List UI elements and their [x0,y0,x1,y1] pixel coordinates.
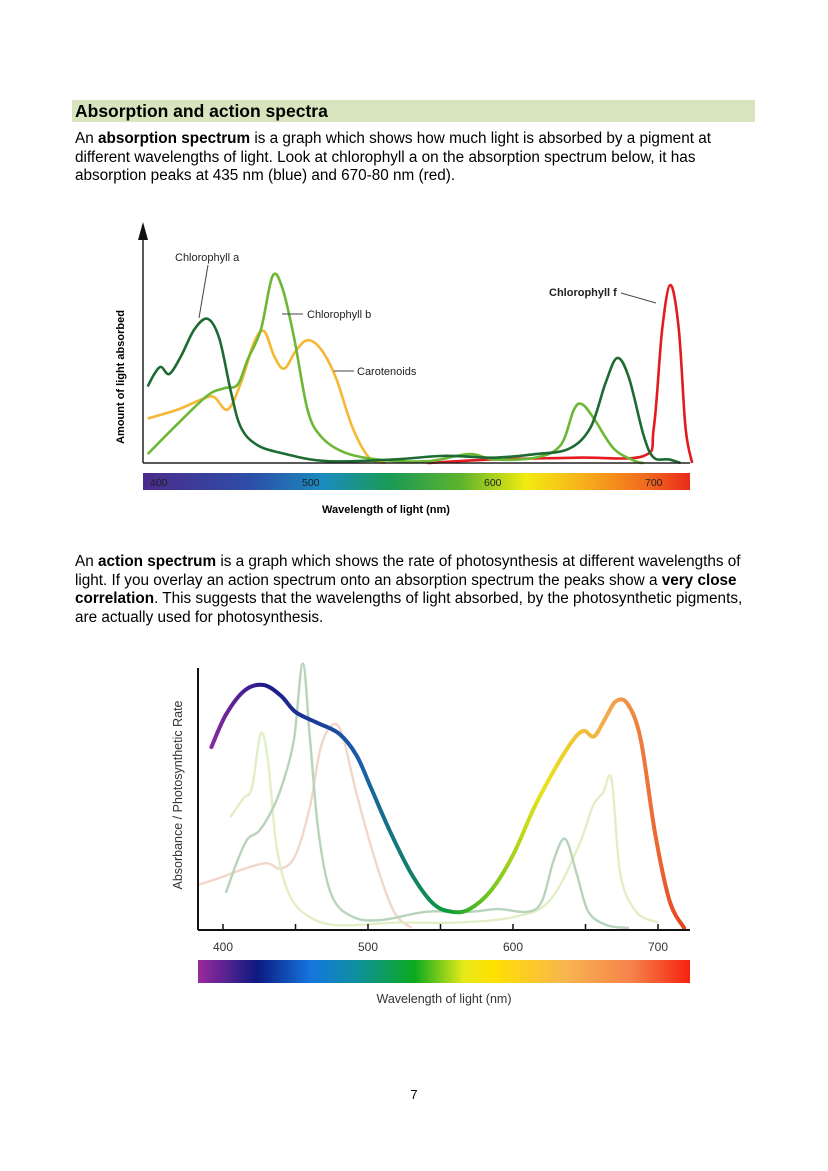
series-line-chlorophyll-b [146,272,645,465]
x-tick-label: 700 [645,477,663,489]
section-heading: Absorption and action spectra [72,100,755,122]
spectrum-bar [143,473,690,490]
action-paragraph: An action spectrum is a graph which show… [75,553,765,627]
label-chlorophyll-b: Chlorophyll b [307,309,371,321]
x-tick-label: 700 [648,940,668,954]
text: is a graph which shows the rate of photo… [75,553,741,589]
text: . This suggests that the wavelengths of … [75,590,743,626]
x-axis-label: Wavelength of light (nm) [376,992,511,1006]
series-line-carotenoids [147,329,387,465]
absorption-spectrum-chart: 400 500 600 700 Wavelength of light (nm)… [115,222,694,516]
x-tick-label: 500 [358,940,378,954]
action-spectrum-chart: 400 500 600 700 Wavelength of light (nm)… [171,662,690,1006]
y-axis-label: Absorbance / Photosynthetic Rate [171,700,185,889]
absorption-paragraph: An absorption spectrum is a graph which … [75,130,765,186]
x-tick-label: 500 [302,477,320,489]
spectrum-bar [198,960,690,983]
series-line-chlorophyll-f [427,283,694,465]
x-tick-label: 600 [484,477,502,489]
series-line-carotenoids-faded [197,722,413,929]
leader-line [198,264,209,319]
x-axis-label: Wavelength of light (nm) [322,504,450,516]
series-line-chlorophyll-a-faded [229,731,659,927]
text: An [75,130,98,147]
x-tick-label: 600 [503,940,523,954]
x-tick-label: 400 [150,477,168,489]
term-close-correlation: very close correlation [75,571,737,608]
text: is a graph which shows how much light is… [75,130,711,185]
text: An [75,553,98,570]
label-chlorophyll-f: Chlorophyll f [549,287,617,299]
page-number: 7 [410,1087,418,1102]
series-line-chlorophyll-b-faded [224,662,630,930]
term-absorption-spectrum: absorption spectrum [97,130,251,147]
x-tick-label: 400 [213,940,233,954]
y-axis-label: Amount of light absorbed [115,310,127,444]
leader-line [620,292,657,304]
series-line-action-spectrum [209,682,687,930]
term-action-spectrum: action spectrum [97,553,217,570]
y-axis-arrow-icon [138,222,148,240]
series-line-chlorophyll-a [146,317,681,465]
label-chlorophyll-a: Chlorophyll a [175,252,240,264]
label-carotenoids: Carotenoids [357,366,417,378]
